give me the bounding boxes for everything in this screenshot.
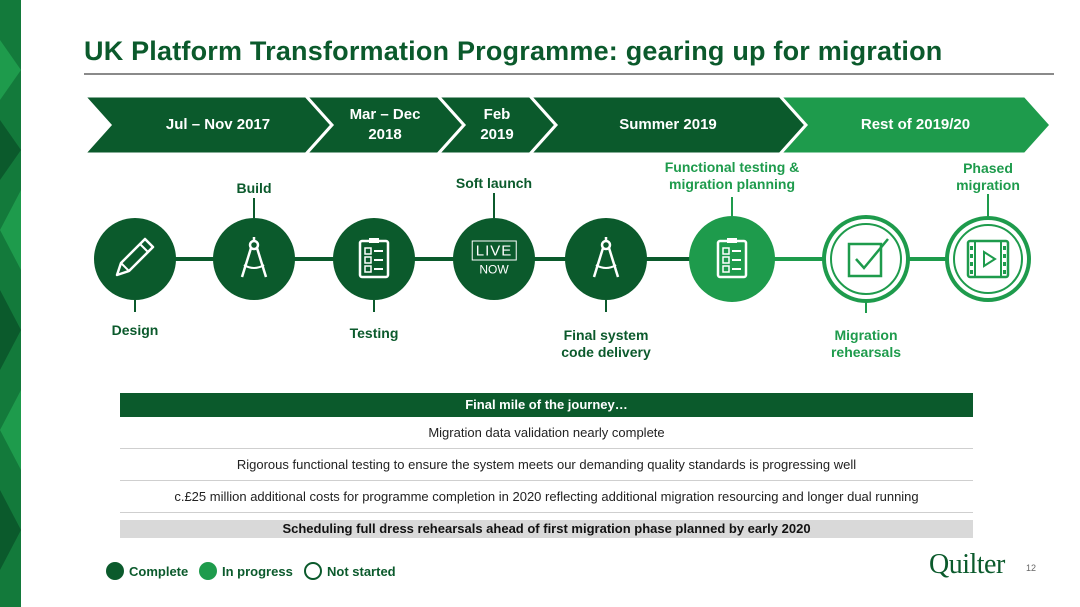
live-text: LIVE (471, 240, 517, 261)
phase-chevrons (80, 94, 1054, 156)
milestone-label: Final system code delivery (561, 327, 651, 360)
quilter-logo: Quilter (929, 549, 1005, 580)
journey-row: Rigorous functional testing to ensure th… (120, 449, 973, 481)
journey-table-header: Final mile of the journey… (120, 393, 973, 417)
phase-label: Mar – Dec 2018 (349, 106, 421, 143)
video-icon (966, 239, 1010, 279)
journey-table: Final mile of the journey… Migration dat… (120, 393, 973, 513)
now-text: NOW (479, 262, 509, 277)
not-started-dot-icon (304, 562, 322, 580)
journey-table-footer: Scheduling full dress rehearsals ahead o… (120, 520, 973, 538)
page-title: UK Platform Transformation Programme: ge… (84, 36, 943, 66)
milestone-label: Design (111, 322, 159, 338)
complete-dot-icon (106, 562, 124, 580)
checkbox-icon (847, 238, 889, 278)
left-decorative-stripe (0, 0, 21, 607)
milestone-circle-5 (565, 218, 647, 300)
stripe-pattern (0, 0, 21, 607)
in-progress-dot-icon (199, 562, 217, 580)
pencil-icon (115, 237, 155, 277)
legend-label: Not started (327, 563, 396, 579)
milestone-label: Testing (349, 325, 399, 341)
checklist-icon (358, 238, 390, 279)
milestone-timeline (94, 193, 1031, 313)
legend-not-started: Not started (304, 562, 396, 580)
phase-label: Rest of 2019/20 (860, 116, 971, 133)
page-number: 12 (1026, 563, 1037, 573)
legend-label: In progress (222, 563, 293, 579)
milestone-circle-8 (945, 216, 1031, 302)
live-now-badge: LIVE NOW (471, 240, 517, 278)
phase-label: Jul – Nov 2017 (165, 116, 271, 133)
journey-row: c.£25 million additional costs for progr… (120, 481, 973, 513)
title-divider (84, 73, 1054, 75)
phase-chevron-5 (776, 94, 1054, 156)
legend-label: Complete (129, 563, 189, 579)
milestone-label: Phased migration (956, 160, 1020, 193)
compass-icon (592, 237, 620, 278)
phase-label: Feb 2019 (480, 106, 514, 143)
legend-complete: Complete (106, 562, 188, 580)
phase-label: Summer 2019 (619, 116, 717, 133)
journey-row: Migration data validation nearly complet… (120, 417, 973, 449)
milestone-circle-4 (453, 218, 535, 300)
milestone-label: Functional testing & migration planning (664, 159, 800, 192)
compass-icon (240, 237, 268, 278)
milestone-label: Build (236, 180, 272, 196)
milestone-circle-2 (213, 218, 295, 300)
milestone-label: Migration rehearsals (830, 327, 902, 360)
milestone-circle-1 (94, 218, 176, 300)
checklist-icon (716, 238, 748, 279)
milestone-label: Soft launch (455, 175, 533, 191)
legend-in-progress: In progress (199, 562, 293, 580)
milestone-circle-7 (822, 215, 910, 303)
